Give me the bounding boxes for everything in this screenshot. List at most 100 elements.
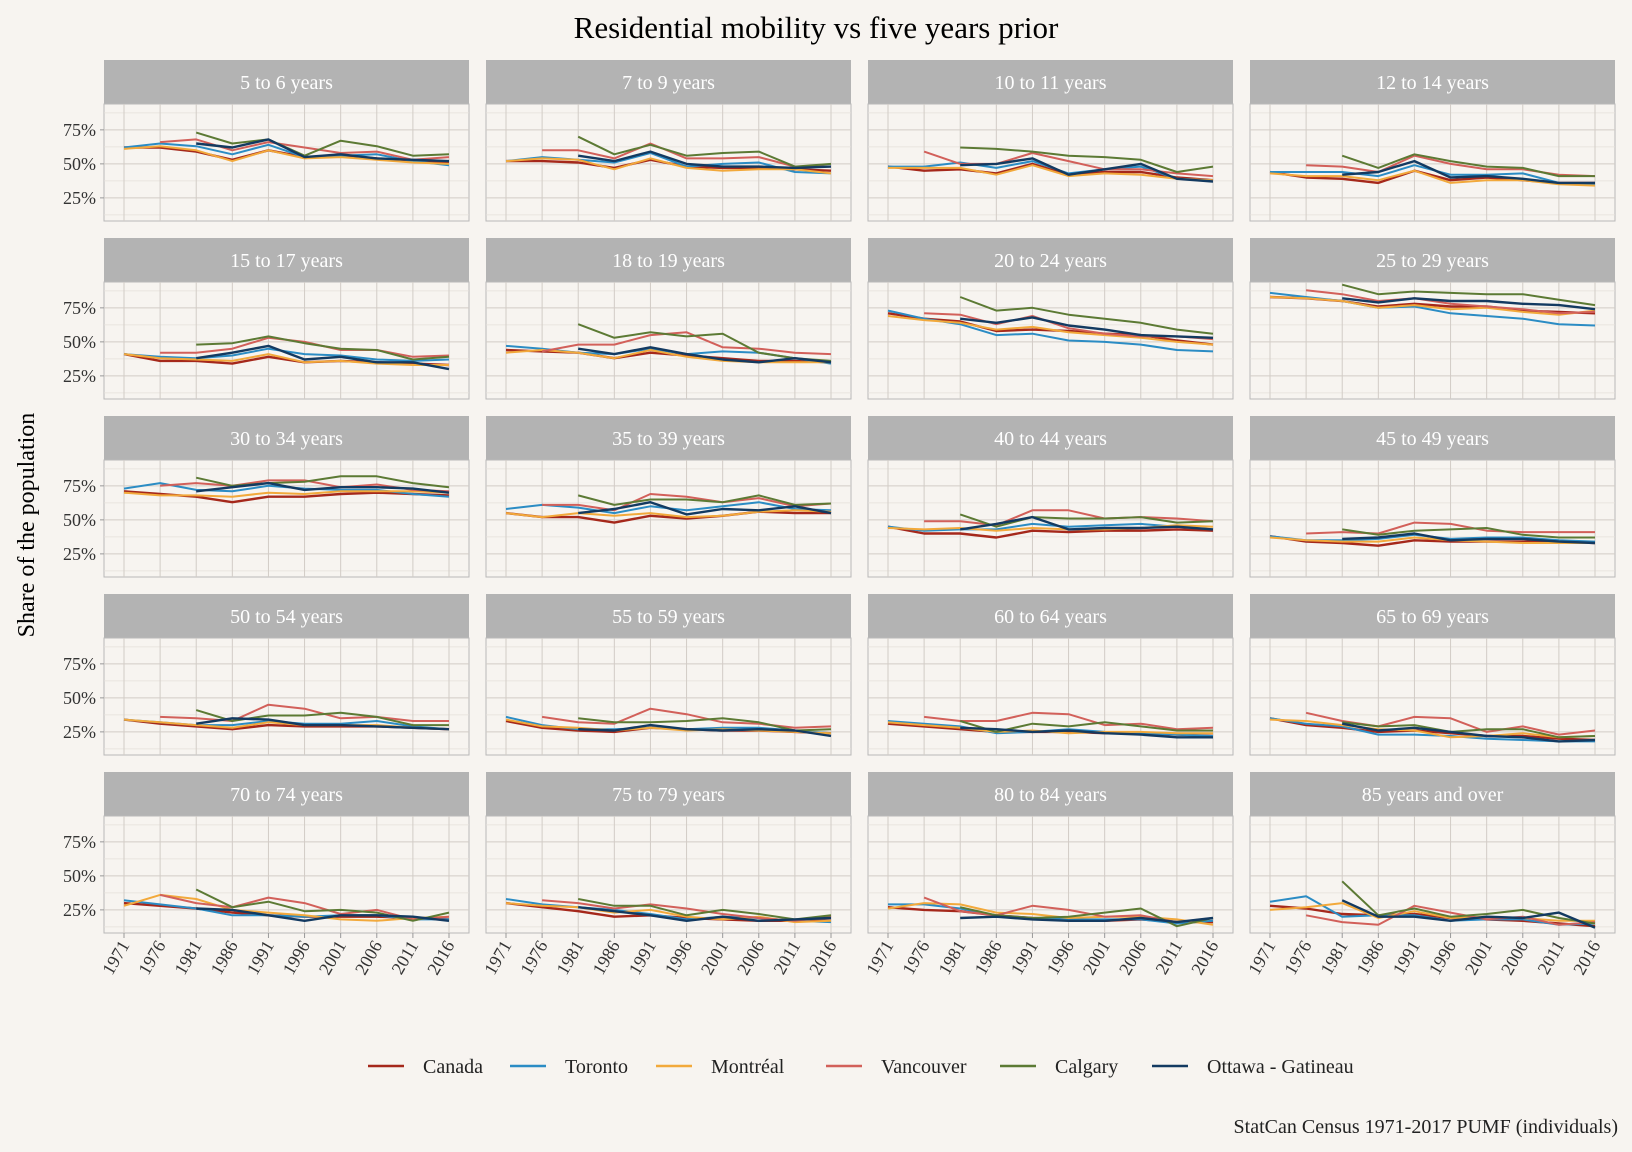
- panel-strip-label: 7 to 9 years: [622, 72, 715, 94]
- panel-grid: 5 to 6 years 25% 50% 75% 7 to 9 years 10 to 1…: [63, 60, 1616, 978]
- series-line-ottawa-gatineau: [1342, 532, 1596, 545]
- panel-strip: [486, 60, 851, 104]
- panel-strip-label: 12 to 14 years: [1376, 72, 1489, 94]
- series-line-ottawa-gatineau: [578, 346, 832, 364]
- panel-strip-label: 15 to 17 years: [230, 250, 343, 272]
- panel-9: 30 to 34 years 25% 50% 75%: [63, 416, 470, 578]
- y-tick-label: 25%: [63, 544, 96, 564]
- series-line-montr-al: [505, 349, 831, 364]
- panel-strip: [104, 416, 469, 460]
- panel-strip: [868, 238, 1233, 282]
- x-tick-label: 1991: [625, 937, 660, 978]
- panel-strip-label: 40 to 44 years: [994, 428, 1107, 450]
- series-line-montr-al: [1269, 169, 1596, 187]
- series-line-ottawa-gatineau: [196, 717, 450, 731]
- x-tick-label: 2016: [423, 937, 458, 978]
- x-tick-label: 1971: [1244, 937, 1279, 978]
- series-line-toronto: [123, 142, 450, 167]
- series-line-vancouver: [1306, 521, 1595, 535]
- panel-strip: [1250, 416, 1615, 460]
- series-line-vancouver: [541, 331, 832, 356]
- panel-strip: [868, 594, 1233, 638]
- x-tick-label: 1991: [243, 937, 278, 978]
- panel-plot-area: [485, 637, 852, 756]
- legend-label: Toronto: [565, 1056, 628, 1078]
- series-line-canada: [887, 162, 1214, 182]
- y-tick-label: 75%: [63, 120, 96, 140]
- x-tick-label: 1996: [661, 937, 696, 978]
- series-line-montr-al: [505, 718, 832, 735]
- series-line-ottawa-gatineau: [578, 501, 832, 516]
- panel-plot-area: [485, 281, 852, 400]
- x-tick-label: 1991: [1389, 937, 1424, 978]
- series-line-toronto: [887, 522, 1214, 532]
- panel-strip-label: 10 to 11 years: [994, 72, 1106, 94]
- panel-strip-label: 45 to 49 years: [1376, 428, 1489, 450]
- panel-strip-label: 50 to 54 years: [230, 606, 343, 628]
- legend-label: Canada: [423, 1056, 483, 1078]
- series-line-montr-al: [123, 490, 450, 498]
- panel-strip-label: 55 to 59 years: [612, 606, 725, 628]
- x-tick-label: 1986: [970, 937, 1005, 978]
- panel-plot-area: [1249, 103, 1616, 222]
- legend-item-montr-al: Montréal: [656, 1056, 785, 1078]
- series-line-calgary: [960, 146, 1214, 173]
- chart-title: Residential mobility vs five years prior: [574, 10, 1059, 45]
- panel-14: 55 to 59 years: [485, 594, 852, 756]
- panel-plot-area: [867, 103, 1234, 222]
- panel-strip: [1250, 60, 1615, 104]
- panel-7: 20 to 24 years: [867, 238, 1234, 400]
- legend-item-canada: Canada: [368, 1056, 483, 1078]
- panel-strip-label: 30 to 34 years: [230, 428, 343, 450]
- series-line-toronto: [123, 347, 450, 362]
- series-line-montr-al: [1269, 536, 1595, 544]
- y-tick-label: 25%: [63, 900, 96, 920]
- panel-strip-label: 25 to 29 years: [1376, 250, 1489, 272]
- x-tick-label: 2001: [1079, 937, 1114, 978]
- series-line-vancouver: [542, 493, 832, 512]
- series-line-montr-al: [888, 164, 1214, 182]
- series-line-ottawa-gatineau: [196, 907, 450, 922]
- x-tick-label: 1986: [206, 937, 241, 978]
- series-line-ottawa-gatineau: [578, 150, 832, 170]
- series-line-vancouver: [923, 711, 1214, 731]
- x-tick-label: 1976: [134, 937, 169, 978]
- series-line-canada: [505, 510, 831, 524]
- x-tick-label: 1971: [98, 937, 133, 978]
- legend-label: Calgary: [1055, 1056, 1118, 1078]
- legend-item-calgary: Calgary: [1000, 1056, 1118, 1078]
- panel-1: 5 to 6 years 25% 50% 75%: [63, 60, 470, 222]
- y-tick-label: 50%: [63, 154, 96, 174]
- x-tick-label: 1981: [170, 937, 205, 978]
- y-tick-label: 50%: [63, 510, 96, 530]
- legend-label: Ottawa - Gatineau: [1207, 1056, 1354, 1078]
- panel-strip: [104, 238, 469, 282]
- series-line-calgary: [959, 906, 1214, 928]
- x-tick-label: 2011: [769, 937, 804, 978]
- panel-4: 12 to 14 years: [1249, 60, 1616, 222]
- series-line-vancouver: [1305, 289, 1596, 315]
- series-line-ottawa-gatineau: [1341, 899, 1596, 929]
- panel-11: 40 to 44 years: [867, 416, 1234, 578]
- series-line-ottawa-gatineau: [196, 138, 450, 163]
- panel-16: 65 to 69 years: [1249, 594, 1616, 756]
- y-tick-label: 75%: [63, 654, 96, 674]
- panel-strip: [486, 416, 851, 460]
- x-tick-label: 2006: [1497, 937, 1532, 978]
- x-tick-label: 1996: [279, 937, 314, 978]
- series-line-toronto: [888, 903, 1214, 925]
- panel-strip-label: 18 to 19 years: [612, 250, 725, 272]
- panel-strip: [104, 594, 469, 638]
- panel-plot-area: [103, 459, 470, 578]
- series-line-ottawa-gatineau: [1341, 722, 1596, 743]
- panel-strip-label: 70 to 74 years: [230, 784, 343, 806]
- legend-item-vancouver: Vancouver: [826, 1056, 967, 1078]
- series-line-montr-al: [505, 157, 832, 175]
- series-line-ottawa-gatineau: [960, 316, 1214, 339]
- series-line-calgary: [959, 296, 1214, 335]
- x-tick-label: 2001: [697, 937, 732, 978]
- series-line-calgary: [195, 709, 449, 727]
- x-tick-label: 2006: [1115, 937, 1150, 978]
